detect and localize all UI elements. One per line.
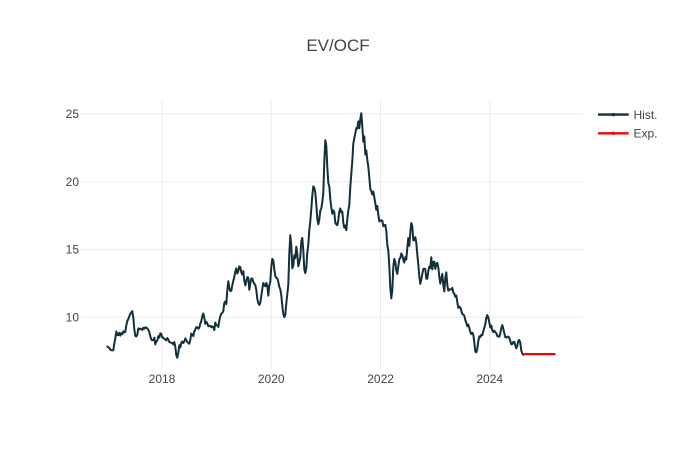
svg-text:2020: 2020 (258, 372, 285, 386)
svg-text:Hist.: Hist. (634, 108, 658, 122)
svg-text:20: 20 (66, 175, 80, 189)
svg-text:10: 10 (66, 310, 80, 324)
svg-text:15: 15 (66, 243, 80, 257)
svg-text:2022: 2022 (367, 372, 394, 386)
svg-text:2018: 2018 (149, 372, 176, 386)
svg-text:EV/OCF: EV/OCF (306, 36, 369, 55)
svg-text:25: 25 (66, 107, 80, 121)
svg-text:Exp.: Exp. (634, 127, 658, 141)
svg-text:2024: 2024 (476, 372, 503, 386)
